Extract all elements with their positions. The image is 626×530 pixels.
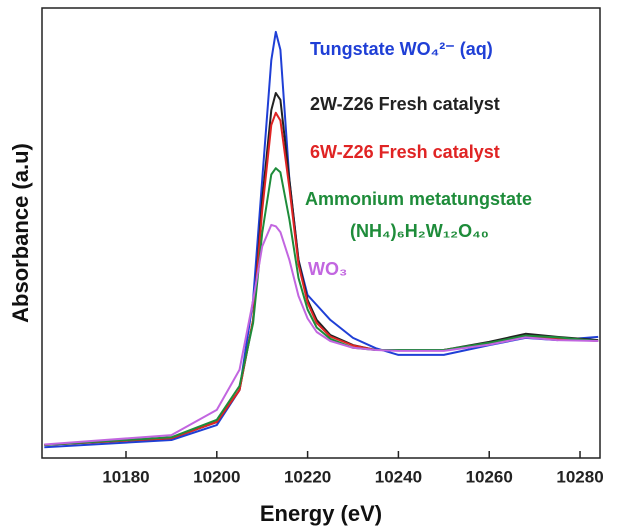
x-axis-label: Energy (eV) (260, 501, 382, 526)
legend-label: Tungstate WO₄²⁻ (aq) (310, 39, 493, 59)
x-tick-label: 10260 (466, 467, 513, 486)
x-tick-label: 10180 (102, 467, 149, 486)
series-line (44, 111, 599, 446)
legend-label: Ammonium metatungstate (305, 189, 532, 209)
x-tick-label: 10220 (284, 467, 331, 486)
series-line (44, 167, 599, 446)
x-tick-label: 10200 (193, 467, 240, 486)
x-tick-label: 10280 (556, 467, 603, 486)
legend-label: 6W-Z26 Fresh catalyst (310, 142, 500, 162)
x-tick-label: 10240 (375, 467, 422, 486)
plot-frame (41, 7, 601, 459)
y-axis-label: Absorbance (a.u) (8, 143, 33, 323)
series-line (44, 223, 599, 446)
legend-label: WO₃ (308, 259, 347, 279)
legend-formula: (NH₄)₆H₂W₁₂O₄₀ (350, 221, 489, 241)
legend-label: 2W-Z26 Fresh catalyst (310, 94, 500, 114)
